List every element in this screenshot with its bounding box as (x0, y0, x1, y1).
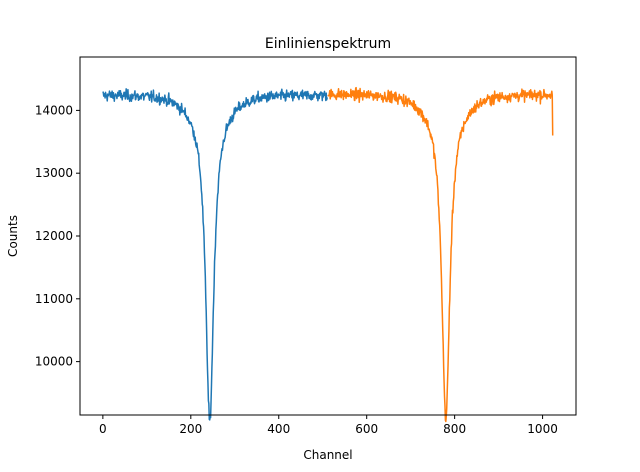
plot-area (79, 56, 577, 423)
y-tick-label: 14000 (35, 103, 73, 117)
x-tick-label: 600 (355, 422, 378, 436)
x-axis-title: Channel (303, 448, 352, 462)
y-axis: 10000 11000 12000 13000 14000 (35, 103, 80, 369)
x-tick-label: 0 (99, 422, 107, 436)
x-tick-label: 200 (179, 422, 202, 436)
x-tick-label: 400 (267, 422, 290, 436)
y-tick-label: 12000 (35, 229, 73, 243)
y-tick-label: 10000 (35, 355, 73, 369)
series-line-1 (102, 88, 329, 421)
x-tick-label: 1000 (527, 422, 558, 436)
y-tick-label: 11000 (35, 292, 73, 306)
chart-title: Einlinienspektrum (265, 36, 391, 52)
y-axis-title: Counts (6, 215, 20, 257)
series-line-2 (327, 86, 554, 423)
x-axis: 0 200 400 600 800 1000 (99, 415, 558, 436)
series-group (102, 86, 554, 423)
plot-frame (79, 56, 577, 416)
x-tick-label: 800 (443, 422, 466, 436)
y-tick-label: 13000 (35, 166, 73, 180)
